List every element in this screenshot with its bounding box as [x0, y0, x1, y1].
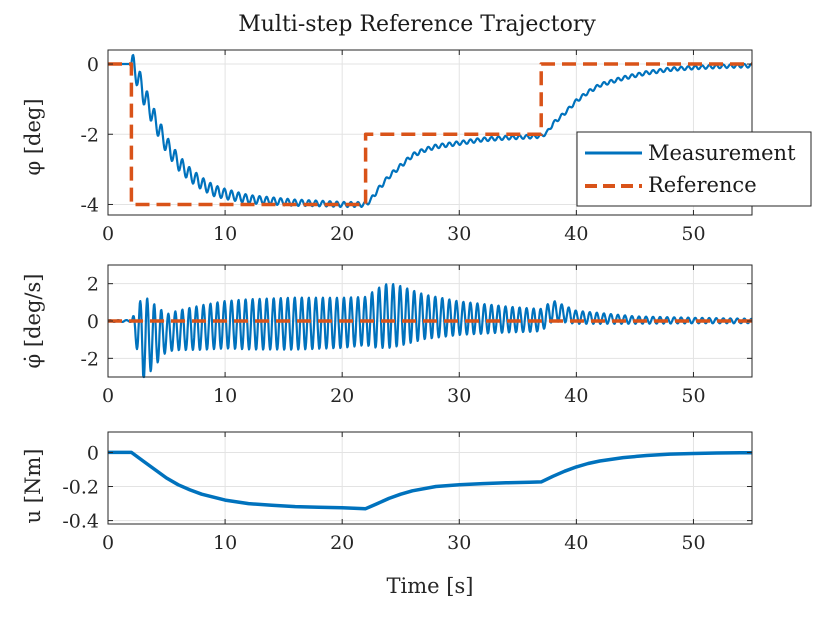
xtick-label-phidot: 50: [681, 385, 705, 407]
legend-label-measurement: Measurement: [648, 141, 796, 165]
series-measurement-phidot: [107, 283, 753, 379]
xtick-label-phi: 40: [564, 223, 588, 245]
xtick-label-phi: 30: [447, 223, 471, 245]
series-measurement-phi: [107, 54, 753, 209]
ytick-label-phi: -2: [80, 124, 99, 146]
xtick-label-u: 50: [681, 532, 705, 554]
ytick-label-phidot: 2: [87, 274, 99, 296]
xtick-label-u: 30: [447, 532, 471, 554]
xtick-label-phidot: 10: [213, 385, 237, 407]
ylabel-u: u [Nm]: [21, 449, 45, 524]
xtick-label-phi: 20: [330, 223, 354, 245]
xlabel: Time [s]: [387, 574, 474, 598]
ytick-label-u: 0: [87, 442, 99, 464]
xtick-label-phidot: 30: [447, 385, 471, 407]
legend-box: [576, 131, 812, 207]
ylabel-phi: φ [deg]: [21, 98, 45, 175]
axes-u: 0 10 20 30 40 50 0 -0.2 -0.4: [62, 431, 753, 554]
xtick-label-phidot: 0: [102, 385, 114, 407]
xtick-label-u: 0: [102, 532, 114, 554]
ylabel-phidot: φ̇ [deg/s]: [21, 274, 45, 369]
ytick-label-phidot: -2: [80, 348, 99, 370]
xtick-label-phidot: 40: [564, 385, 588, 407]
chart-title: Multi-step Reference Trajectory: [238, 12, 596, 37]
ytick-label-phi: 0: [87, 54, 99, 76]
legend: Measurement Reference: [576, 131, 812, 207]
series-reference-phi: [108, 62, 752, 207]
series-measurement-u: [108, 450, 752, 511]
xtick-label-u: 10: [213, 532, 237, 554]
axes-frame-u: [107, 431, 753, 525]
legend-label-reference: Reference: [648, 173, 757, 197]
xtick-label-u: 20: [330, 532, 354, 554]
ytick-label-u: -0.4: [62, 511, 99, 533]
ytick-label-phidot: 0: [87, 311, 99, 333]
xtick-label-phidot: 20: [330, 385, 354, 407]
ytick-label-phi: -4: [80, 194, 99, 216]
xtick-label-u: 40: [564, 532, 588, 554]
ytick-label-u: -0.2: [62, 477, 99, 499]
xtick-label-phi: 0: [102, 223, 114, 245]
axes-phi: 0 10 20 30 40 50 0 -2 -4: [80, 49, 753, 245]
xtick-label-phi: 10: [213, 223, 237, 245]
xtick-label-phi: 50: [681, 223, 705, 245]
